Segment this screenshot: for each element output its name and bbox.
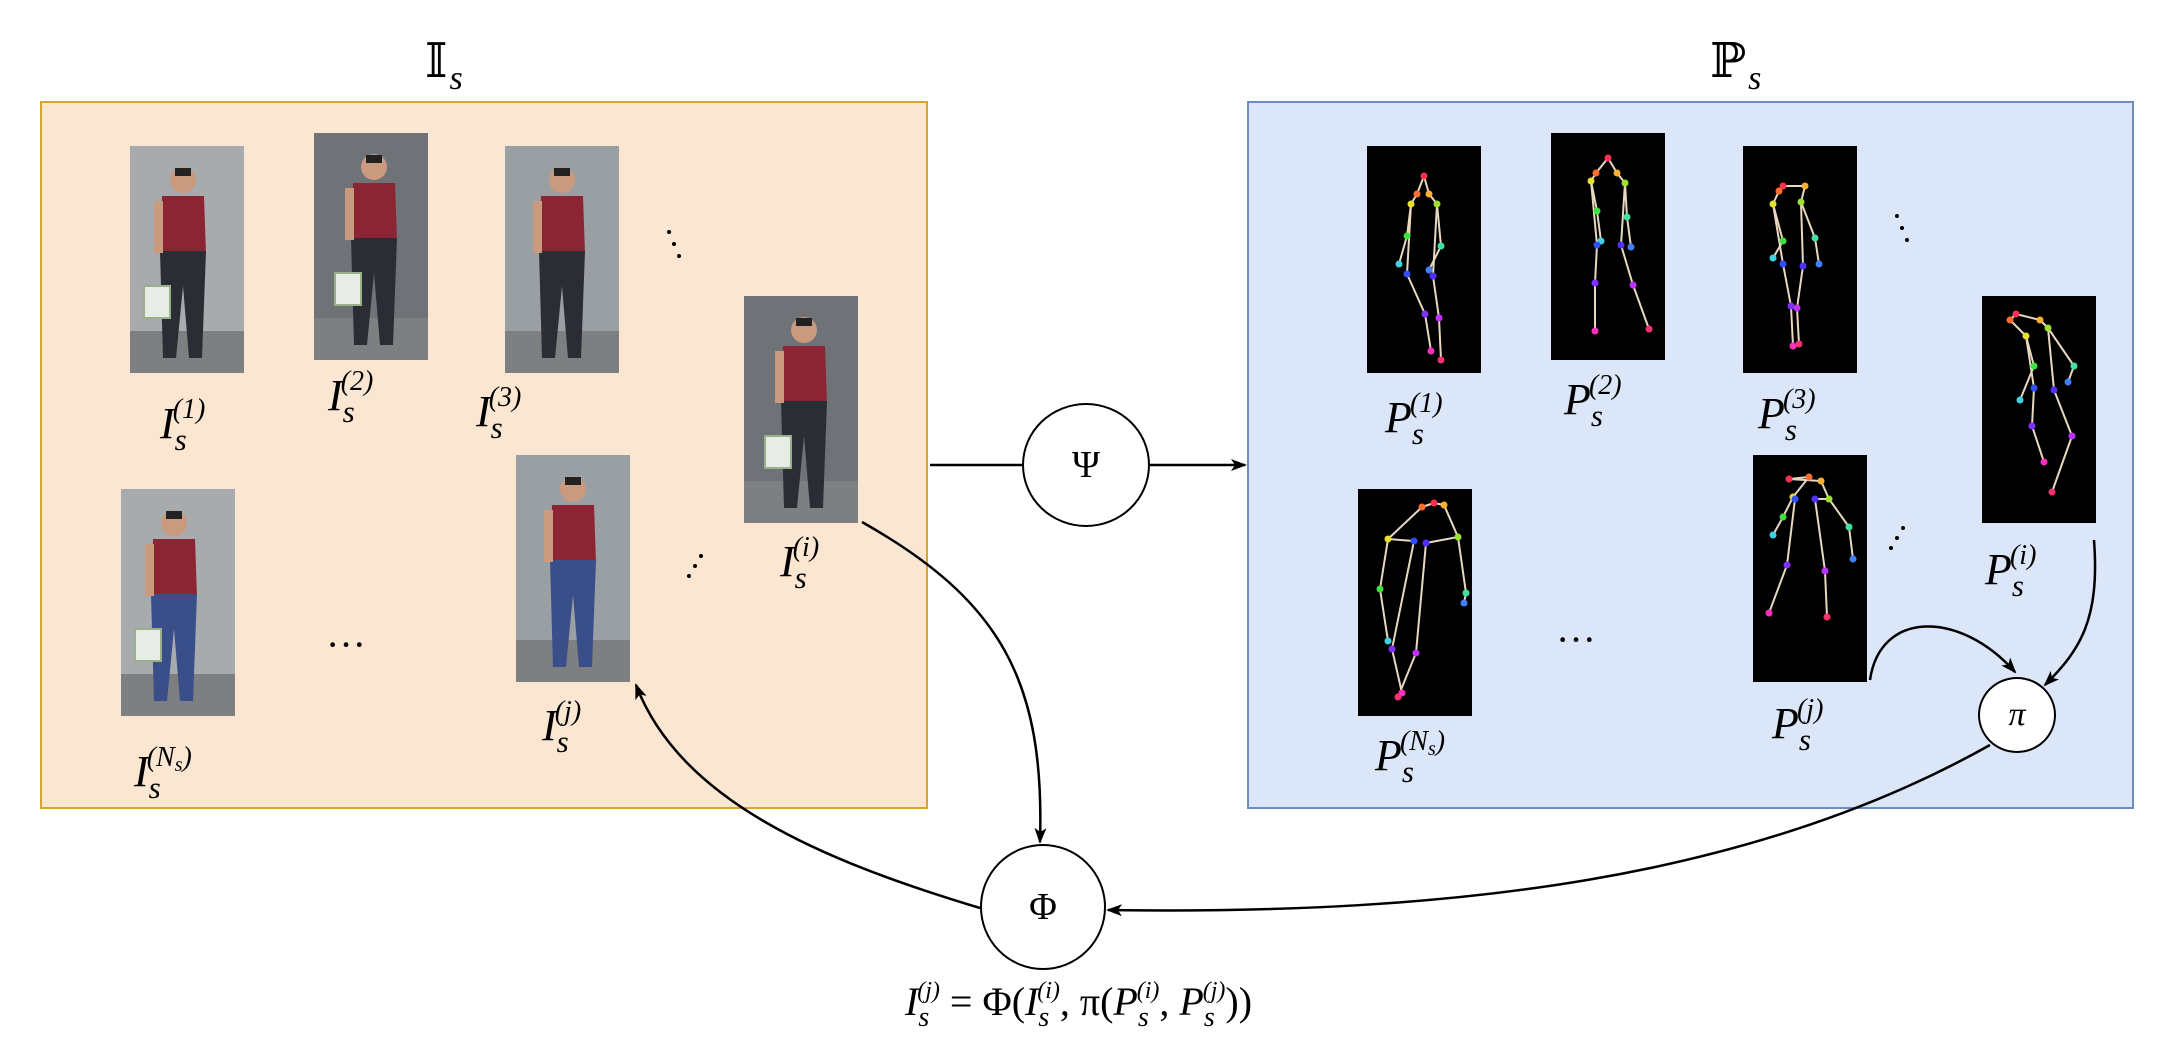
- image-label-ns: Is(Ns): [134, 742, 192, 805]
- pose-set-title: ℙs: [1710, 35, 1762, 97]
- pose-map-ns: [1358, 489, 1472, 716]
- image-set-title: 𝕀s: [425, 35, 463, 97]
- pose-map-1: [1367, 146, 1481, 373]
- pi-operator-node: π: [1978, 677, 2056, 753]
- person-image-3: [505, 146, 619, 373]
- pose-map-3-skeleton: [1769, 182, 1823, 350]
- image-label-2: Is(2): [328, 366, 374, 429]
- person-image-ns: [121, 489, 235, 716]
- pose-label-2: Ps(2): [1564, 370, 1622, 433]
- pose-map-1-skeleton: [1395, 172, 1445, 364]
- pose-map-2: [1551, 133, 1665, 360]
- pose-map-i: [1982, 296, 2096, 523]
- person-image-1-silhouette: [130, 146, 244, 373]
- pose-map-ns-skeleton: [1376, 499, 1470, 701]
- pose-label-ns: Ps(Ns): [1375, 726, 1446, 789]
- psi-operator-node: Ψ: [1022, 403, 1150, 527]
- arrow-pi-to-phi: [1106, 743, 1991, 917]
- pose-map-3: [1743, 146, 1857, 373]
- pose-map-j-skeleton: [1765, 473, 1857, 621]
- pose-label-1: Ps(1): [1385, 388, 1443, 451]
- person-image-j-silhouette: [516, 455, 630, 682]
- person-image-1: [130, 146, 244, 373]
- arrow-image-i-to-phi: [861, 520, 1047, 844]
- pose-label-3: Ps(3): [1758, 384, 1816, 447]
- diagonal-dots-images-top: [665, 228, 685, 264]
- person-image-j: [516, 455, 630, 682]
- arrow-pose-i-to-pi: [2043, 539, 2097, 687]
- person-image-i: [744, 296, 858, 523]
- arrow-pose-j-to-pi: [1868, 625, 2017, 681]
- person-image-2: [314, 133, 428, 360]
- person-image-ns-silhouette: [121, 489, 235, 716]
- person-image-3-silhouette: [505, 146, 619, 373]
- image-label-1: Is(1): [160, 394, 206, 457]
- person-image-i-silhouette: [744, 296, 858, 523]
- diagonal-dots-images-mid: [685, 552, 705, 584]
- image-label-i: Is(i): [780, 532, 820, 595]
- ellipsis-poses: ···: [1556, 617, 1596, 662]
- pose-map-2-skeleton: [1587, 154, 1653, 335]
- diagonal-dots-poses-mid: [1887, 524, 1907, 556]
- image-label-3: Is(3): [476, 382, 522, 445]
- transformation-formula: Is(j) = Φ(Is(i), π(Ps(i), Ps(j))): [905, 978, 1253, 1033]
- pose-label-i: Ps(i): [1985, 540, 2037, 603]
- arrow-phi-to-image-j: [634, 683, 981, 910]
- image-label-j: Is(j): [542, 696, 582, 759]
- pose-label-j: Ps(j): [1772, 694, 1824, 757]
- phi-operator-node: Φ: [980, 844, 1106, 970]
- pose-map-j: [1753, 455, 1867, 682]
- diagonal-dots-poses-top: [1893, 212, 1913, 248]
- person-image-2-silhouette: [314, 133, 428, 360]
- pose-map-i-skeleton: [2006, 310, 2078, 496]
- ellipsis-images: ···: [326, 622, 366, 667]
